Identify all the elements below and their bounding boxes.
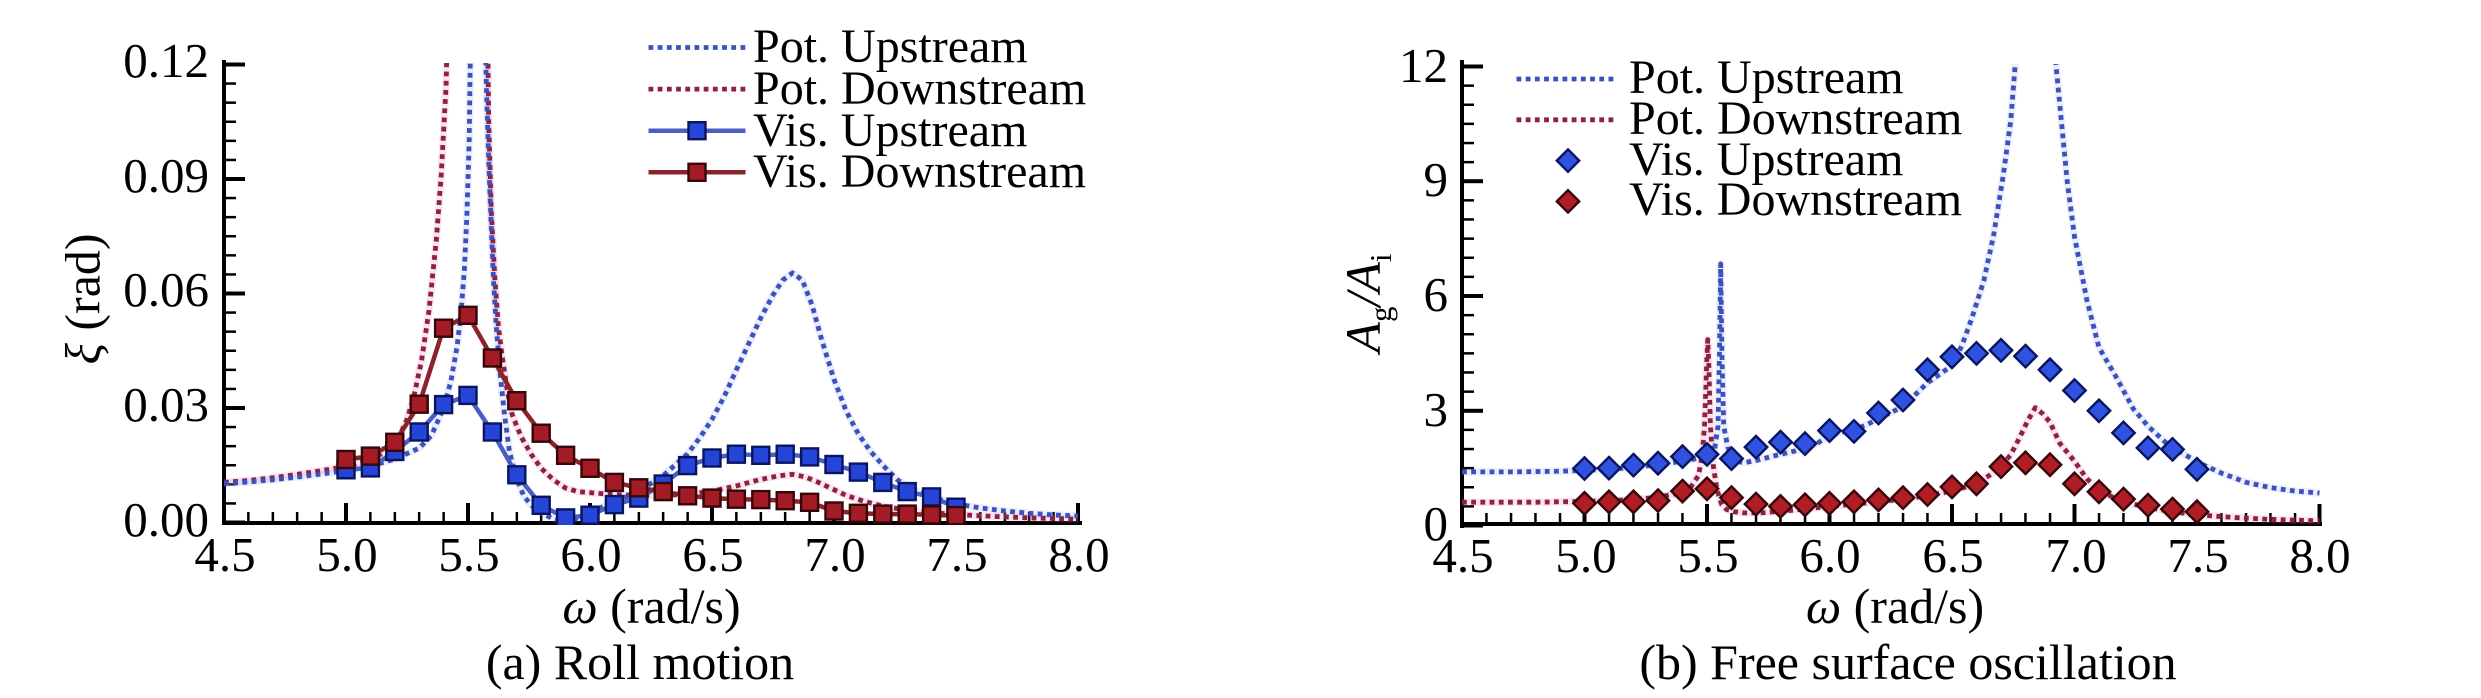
svg-text:Pot. Upstream: Pot. Upstream [1629,51,1904,104]
svg-text:ξ (rad): ξ (rad) [55,233,111,364]
svg-text:0.03: 0.03 [123,377,209,432]
svg-text:Pot. Upstream: Pot. Upstream [753,20,1028,73]
svg-text:Vis. Upstream: Vis. Upstream [753,104,1027,157]
svg-text:Vis. Upstream: Vis. Upstream [1629,133,1903,186]
svg-text:0.09: 0.09 [123,148,209,203]
svg-text:5.5: 5.5 [438,527,499,582]
svg-text:5.5: 5.5 [1677,528,1738,583]
svg-text:6.0: 6.0 [560,527,621,582]
svg-text:0: 0 [1424,496,1449,551]
svg-text:Vis. Downstream: Vis. Downstream [753,145,1086,198]
svg-text:7.5: 7.5 [926,527,987,582]
svg-text:12: 12 [1399,38,1448,93]
svg-text:6.5: 6.5 [1922,528,1983,583]
svg-text:7.5: 7.5 [2167,528,2228,583]
svg-text:Vis. Downstream: Vis. Downstream [1629,173,1962,226]
svg-text:Ag/Ai: Ag/Ai [1335,253,1398,356]
svg-text:3: 3 [1424,382,1449,437]
svg-text:Pot. Downstream: Pot. Downstream [1629,92,1962,145]
svg-text:ω (rad/s): ω (rad/s) [562,578,740,634]
svg-text:(a) Roll motion: (a) Roll motion [486,634,794,690]
svg-text:0.00: 0.00 [123,492,209,547]
svg-text:6.0: 6.0 [1799,528,1860,583]
svg-text:0.06: 0.06 [123,262,209,317]
svg-text:8.0: 8.0 [2289,528,2350,583]
svg-text:6: 6 [1424,267,1449,322]
svg-text:0.12: 0.12 [123,33,209,88]
svg-text:7.0: 7.0 [804,527,865,582]
svg-text:ω (rad/s): ω (rad/s) [1806,578,1984,634]
svg-text:Pot. Downstream: Pot. Downstream [753,62,1086,115]
svg-text:(b) Free surface oscillation: (b) Free surface oscillation [1639,634,2176,690]
svg-text:6.5: 6.5 [682,527,743,582]
svg-text:9: 9 [1424,152,1449,207]
svg-text:7.0: 7.0 [2045,528,2106,583]
svg-text:4.5: 4.5 [1432,528,1493,583]
svg-text:8.0: 8.0 [1048,527,1109,582]
svg-text:5.0: 5.0 [316,527,377,582]
svg-text:5.0: 5.0 [1555,528,1616,583]
svg-text:4.5: 4.5 [194,527,255,582]
